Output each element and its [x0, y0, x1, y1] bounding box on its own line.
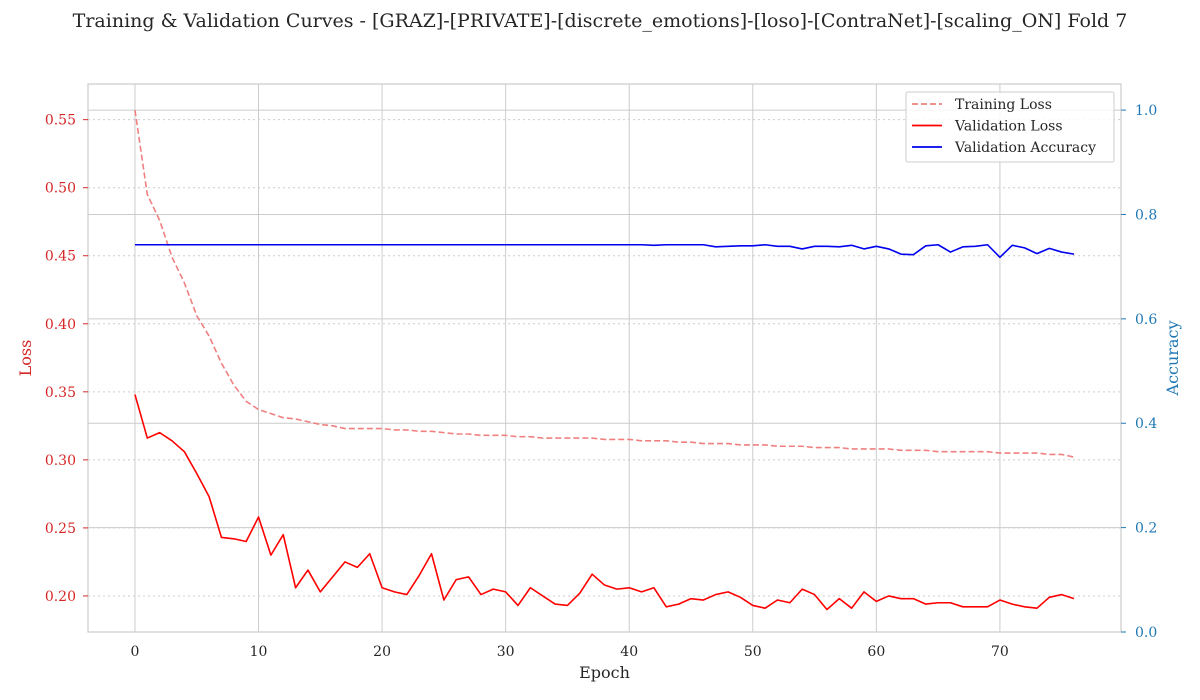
- series-layer: [134, 110, 1075, 611]
- x-tick-label: 70: [991, 644, 1009, 660]
- y-left-tick-label: 0.20: [45, 589, 76, 605]
- x-tick-label: 60: [867, 644, 885, 660]
- y-axis-right-label: Accuracy: [1163, 321, 1182, 397]
- chart-title: Training & Validation Curves - [GRAZ]-[P…: [72, 10, 1128, 32]
- y-left-tick-label: 0.50: [45, 181, 76, 197]
- y-left-tick-label: 0.35: [45, 385, 76, 401]
- series-line-validation-loss: [134, 394, 1075, 611]
- legend-label: Validation Loss: [954, 119, 1063, 135]
- grid-layer: [88, 84, 1121, 633]
- x-tick-label: 20: [373, 644, 391, 660]
- y-left-tick-label: 0.45: [45, 249, 76, 265]
- legend-box: [905, 91, 1115, 163]
- series-line-validation-accuracy: [134, 243, 1075, 259]
- legend: Training Loss Validation Loss Validation A…: [905, 91, 1115, 163]
- y-right-tick-label: 0.4: [1135, 416, 1157, 432]
- x-tick-label: 50: [744, 644, 762, 660]
- series-line-training-loss: [134, 110, 1075, 458]
- x-axis-label: Epoch: [579, 663, 630, 682]
- legend-label: Training Loss: [955, 97, 1052, 113]
- x-tick-label: 10: [250, 644, 268, 660]
- x-tick-label: 30: [497, 644, 515, 660]
- y-right-tick-label: 0.2: [1135, 521, 1157, 537]
- x-tick-label: 40: [620, 644, 638, 660]
- legend-label: Validation Accuracy: [954, 140, 1096, 156]
- y-right-tick-label: 0.6: [1135, 312, 1157, 328]
- x-tick-label: 0: [130, 644, 139, 660]
- y-right-tick-label: 1.0: [1135, 103, 1157, 119]
- y-left-tick-label: 0.25: [45, 521, 76, 537]
- y-left-tick-label: 0.40: [45, 317, 76, 333]
- y-left-tick-label: 0.30: [45, 453, 76, 469]
- tick-layer: 0 10 20 30 40 50 60 70 0.0 0.2 0.4 0.6 0.8 1.0 0.20 0.2…: [45, 103, 1158, 660]
- y-axis-left-label: Loss: [16, 340, 35, 377]
- y-right-tick-label: 0.8: [1135, 207, 1157, 223]
- y-right-tick-label: 0.0: [1135, 625, 1157, 641]
- plot-frame: [87, 83, 1122, 633]
- y-left-tick-label: 0.55: [45, 113, 76, 129]
